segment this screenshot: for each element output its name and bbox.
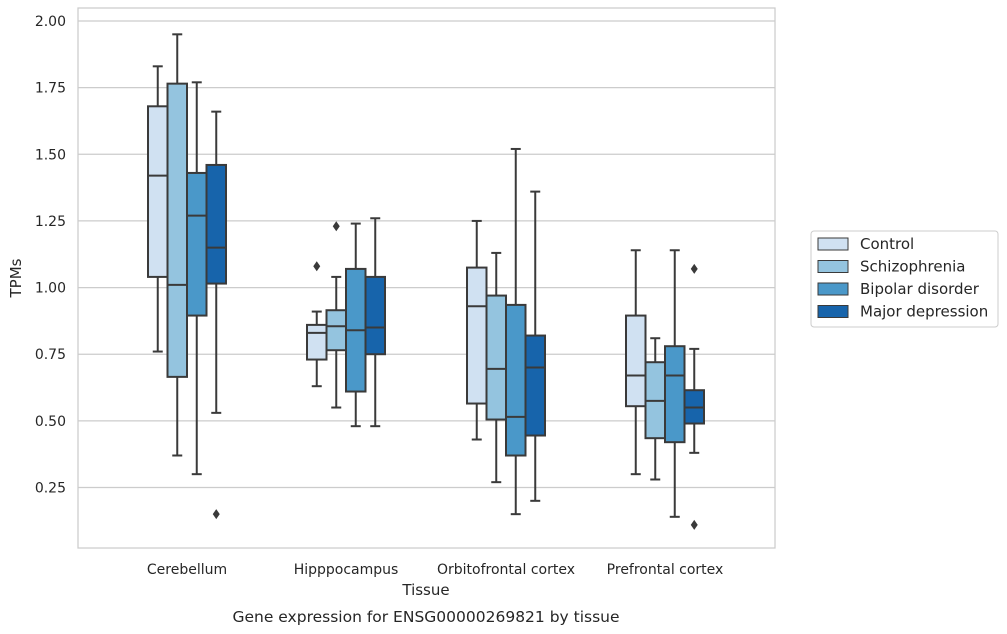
legend-label: Schizophrenia bbox=[860, 258, 965, 276]
box-body bbox=[186, 171, 208, 317]
box-body bbox=[306, 323, 328, 361]
box-schizophrenia bbox=[325, 221, 347, 409]
outlier-point bbox=[332, 221, 340, 232]
x-tick-label: Prefrontal cortex bbox=[607, 562, 724, 578]
y-tick-label: 1.00 bbox=[35, 281, 66, 297]
box-body bbox=[625, 314, 647, 408]
box-body bbox=[166, 82, 188, 378]
outlier-point bbox=[212, 509, 220, 520]
box-body bbox=[205, 163, 227, 285]
box-groups bbox=[147, 33, 705, 530]
x-tick-label: Orbitofrontal cortex bbox=[437, 562, 575, 578]
y-tick-label: 0.75 bbox=[35, 347, 66, 363]
box-major-depression bbox=[683, 263, 705, 530]
box-control bbox=[625, 249, 647, 476]
box-body bbox=[524, 334, 546, 437]
box-schizophrenia bbox=[166, 33, 188, 457]
box-major-depression bbox=[205, 110, 227, 520]
box-control bbox=[147, 65, 169, 353]
outlier-point bbox=[690, 519, 698, 530]
box-body bbox=[325, 309, 347, 352]
x-tick-label: Hipppocampus bbox=[294, 562, 399, 578]
box-schizophrenia bbox=[485, 251, 507, 484]
box-body bbox=[147, 105, 169, 278]
legend-label: Major depression bbox=[860, 303, 988, 321]
legend-swatch bbox=[817, 237, 849, 251]
box-body bbox=[505, 303, 527, 457]
outlier-point bbox=[313, 261, 321, 272]
y-tick-label: 1.75 bbox=[35, 81, 66, 97]
box-schizophrenia bbox=[644, 337, 666, 481]
y-tick-label: 2.00 bbox=[35, 14, 66, 30]
y-tick-label: 1.50 bbox=[35, 147, 66, 163]
legend-label: Bipolar disorder bbox=[860, 280, 980, 298]
legend-label: Control bbox=[860, 235, 914, 253]
outlier-point bbox=[690, 263, 698, 274]
plot-frame bbox=[77, 7, 776, 549]
y-tick-labels: 0.25 0.50 0.75 1.00 1.25 1.50 1.75 2.00 bbox=[35, 14, 66, 497]
legend: Control Schizophrenia Bipolar disorder Majo… bbox=[810, 230, 999, 328]
figure-caption: Gene expression for ENSG00000269821 by t… bbox=[232, 608, 619, 626]
box-body bbox=[485, 294, 507, 421]
x-axis-label: Tissue bbox=[401, 581, 449, 599]
x-tick-labels: Cerebellum Hipppocampus Orbitofrontal cort… bbox=[147, 562, 723, 578]
box-bipolar-disorder bbox=[345, 222, 367, 428]
x-tick-label: Cerebellum bbox=[147, 562, 227, 578]
box-major-depression bbox=[524, 190, 546, 502]
legend-swatch bbox=[817, 260, 849, 273]
legend-swatch bbox=[817, 305, 849, 318]
legend-swatch bbox=[817, 282, 849, 296]
y-tick-label: 0.50 bbox=[35, 414, 66, 430]
box-bipolar-disorder bbox=[186, 81, 208, 476]
y-axis-label: TPMs bbox=[7, 258, 25, 298]
legend-frame bbox=[810, 230, 999, 328]
y-tick-label: 0.25 bbox=[35, 481, 66, 497]
y-tick-label: 1.25 bbox=[35, 214, 66, 230]
box-body bbox=[364, 275, 386, 356]
box-body bbox=[664, 345, 686, 444]
box-body bbox=[466, 266, 488, 405]
box-major-depression bbox=[364, 217, 386, 428]
box-control bbox=[306, 261, 328, 388]
